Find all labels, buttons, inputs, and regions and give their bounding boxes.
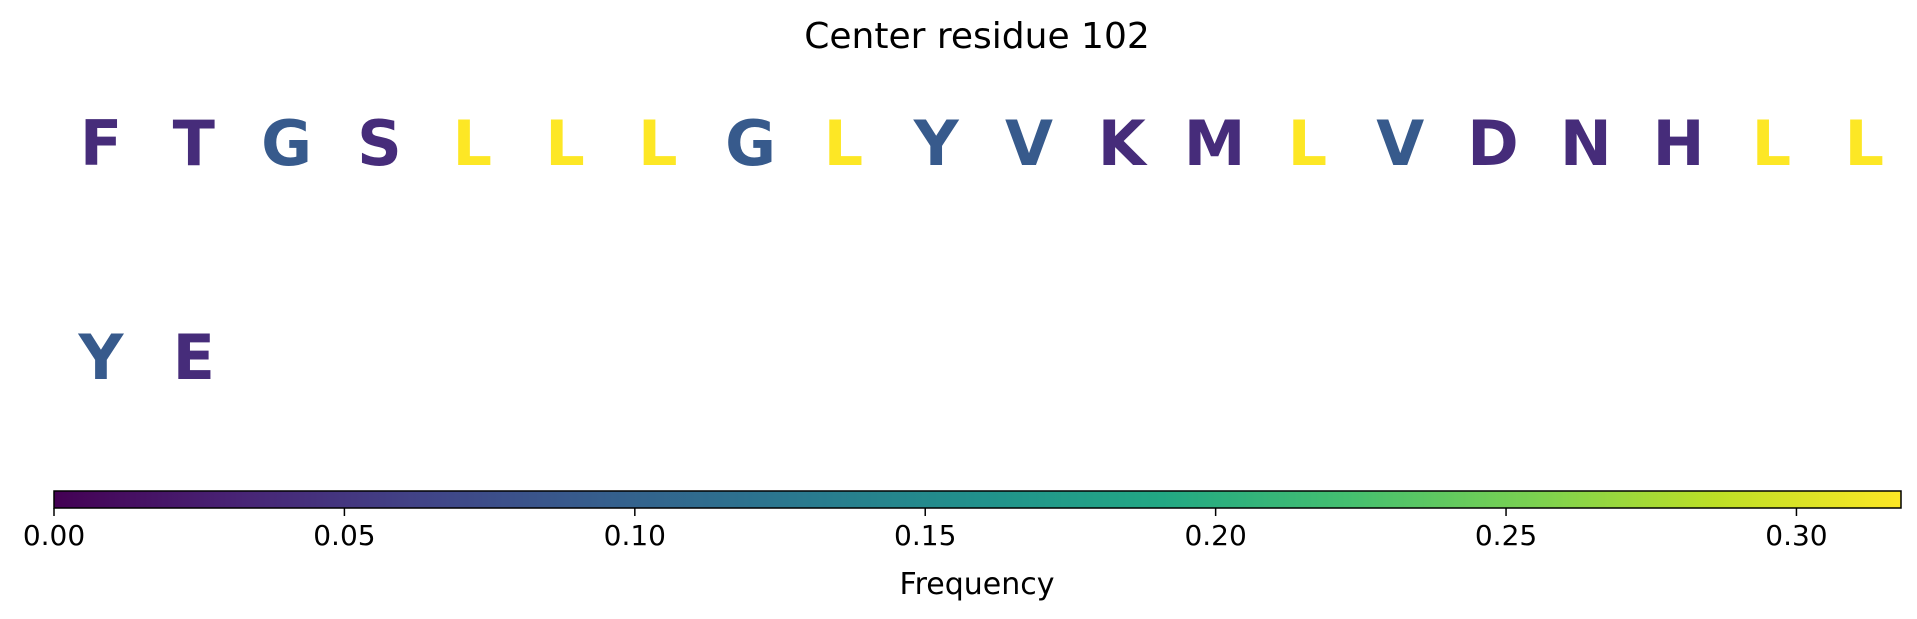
residue-letter: E <box>173 321 215 394</box>
colorbar-gradient <box>53 490 1902 509</box>
residue-letter: M <box>1184 107 1246 180</box>
residue-letter: G <box>725 107 776 180</box>
colorbar-tick-label: 0.30 <box>1765 519 1827 552</box>
colorbar-tick-label: 0.15 <box>894 519 956 552</box>
residue-letter: T <box>173 107 215 180</box>
residue-letter: K <box>1098 107 1148 180</box>
colorbar-label: Frequency <box>900 567 1055 602</box>
residue-letter: N <box>1560 107 1612 180</box>
colorbar: 0.00 0.05 0.10 0.15 0.20 0.25 0.30 Frequency <box>23 490 1902 602</box>
colorbar-tick-label: 0.10 <box>604 519 666 552</box>
residue-letter: L <box>824 107 864 180</box>
colorbar-tick-label: 0.00 <box>23 519 85 552</box>
residue-letter: G <box>261 107 312 180</box>
chart-title: Center residue 102 <box>804 16 1150 57</box>
residue-letter: L <box>1288 107 1328 180</box>
residue-letter: V <box>1005 107 1053 180</box>
residue-letter: V <box>1376 107 1424 180</box>
residue-letter: L <box>1752 107 1792 180</box>
residue-letter: L <box>1844 107 1884 180</box>
colorbar-tick-label: 0.25 <box>1475 519 1537 552</box>
residue-letter: Y <box>913 107 960 180</box>
colorbar-tick-label: 0.05 <box>313 519 375 552</box>
residue-letter: D <box>1467 107 1518 180</box>
residue-letters: F T G S L L L G L Y V K M L V D N H L LY E <box>78 107 1884 394</box>
colorbar-tick-label: 0.20 <box>1184 519 1246 552</box>
residue-letter: H <box>1653 107 1705 180</box>
residue-letter: F <box>80 107 122 180</box>
residue-letter: L <box>545 107 585 180</box>
residue-letter: L <box>638 107 678 180</box>
colorbar-ticks: 0.00 0.05 0.10 0.15 0.20 0.25 0.30 <box>23 508 1828 552</box>
residue-letter: L <box>452 107 492 180</box>
residue-letter: S <box>357 107 402 180</box>
residue-letter: Y <box>78 321 125 394</box>
